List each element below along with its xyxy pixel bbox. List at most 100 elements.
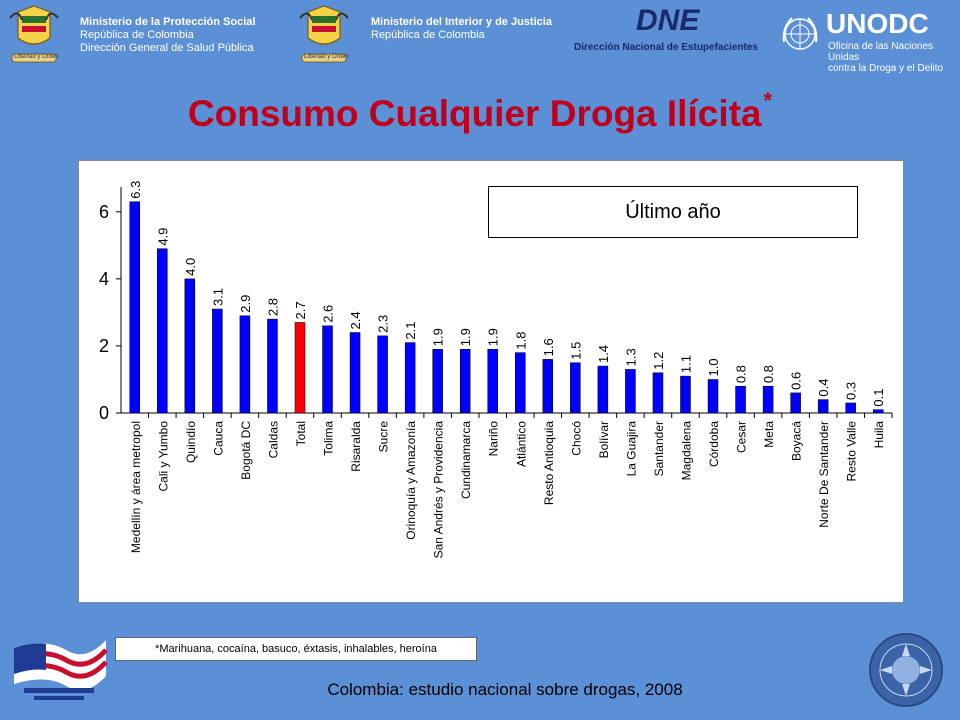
data-label: 2.8 [265,298,280,316]
data-label: 0.4 [816,379,831,397]
bar [294,322,306,414]
slide-title-text: Consumo Cualquier Droga Ilícita [187,93,762,134]
bar-chart: 0 2 4 6 6.3 Medellín y área metropol 4.9 Cali y… [99,181,893,559]
data-label: 2.7 [293,301,308,319]
footnote-text: *Marihuana, cocaína, basuco, éxtasis, in… [155,643,437,655]
bar [680,375,691,414]
bar [267,318,278,414]
category-label: Atlántico [514,421,528,467]
chart-legend: Último año [488,186,858,238]
bar [432,349,443,414]
data-label: 0.3 [844,382,859,400]
bar [349,332,361,414]
data-label: 4.0 [183,258,198,276]
data-label: 2.9 [238,295,253,313]
data-label: 1.1 [678,355,693,373]
category-label: Cauca [211,421,225,456]
category-label: Orinoquía y Amazonía [404,421,418,540]
category-label: Nariño [487,421,501,457]
category-label: Bolívar [597,421,611,458]
y-tick-label: 6 [99,202,109,222]
category-label: Córdoba [707,421,721,467]
unodc-subtitle-line2: contra la Droga y el Delito [828,63,944,74]
dne-logo-text: DNE [636,4,700,37]
category-label: Magdalena [679,421,693,481]
bar [817,399,829,414]
bar [570,362,581,414]
data-label: 1.4 [596,345,611,363]
slide-title: Consumo Cualquier Droga Ilícita* [0,88,960,135]
category-label: Bogotá DC [239,421,253,480]
category-label: Chocó [569,421,583,456]
category-label: Caldas [266,421,280,458]
republic-label-left: República de Colombia [80,29,194,41]
unodc-subtitle: Oficina de las Naciones Unidas contra la… [828,41,960,74]
seal-caption-center: Libertad y Orden [304,54,349,60]
source-caption: Colombia: estudio nacional sobre drogas,… [327,680,683,699]
ministry-interior-name: Ministerio del Interior y de Justicia [371,16,552,28]
category-label: Total [294,421,308,446]
ministry-protection-name: Ministerio de la Protección Social [80,16,256,28]
legend-label: Último año [625,200,721,223]
republic-label-center: República de Colombia [371,29,485,41]
category-label: Tolima [322,421,336,456]
y-tick-label: 0 [99,403,109,423]
category-label: Cesar [735,421,749,453]
bar [129,201,141,414]
data-label: 1.6 [541,338,556,356]
data-label: 0.1 [871,389,886,407]
bar [487,349,498,414]
data-label: 1.8 [513,332,528,350]
category-label: Risaralda [349,421,363,472]
data-label: 0.8 [761,365,776,383]
data-label: 2.3 [376,315,391,333]
dne-logo: DNE Dirección Nacional de Estupefaciente… [574,4,770,56]
oas-seal-icon [869,633,943,707]
bar [239,315,251,414]
bar [872,409,884,414]
data-label: 4.9 [155,228,170,246]
data-label: 1.9 [486,328,501,346]
data-label: 1.3 [623,348,638,366]
un-emblem-icon [782,17,818,50]
category-label: Huila [872,421,886,449]
bar [735,385,746,414]
category-label: San Andrés y Providencia [432,421,446,559]
category-label: Medellín y área metropol [129,421,143,553]
data-label: 1.9 [458,328,473,346]
data-label: 1.9 [431,328,446,346]
bar [184,278,196,414]
footnote-box: *Marihuana, cocaína, basuco, éxtasis, in… [115,637,477,661]
bar [762,385,774,414]
data-label: 3.1 [210,288,225,306]
category-label: Santander [652,421,666,476]
us-embassy-flag-icon [13,640,108,700]
data-label: 2.1 [403,321,418,339]
data-label: 0.6 [789,372,804,390]
unodc-subtitle-line1: Oficina de las Naciones Unidas [828,41,934,63]
y-tick-label: 2 [99,336,109,356]
colombia-seal-icon [9,5,59,63]
bar [597,365,609,414]
bar [515,352,526,414]
bar [157,248,168,414]
bar [845,402,856,414]
bar [322,325,333,414]
bar [377,335,388,414]
category-label: Norte De Santander [817,421,831,528]
category-label: Meta [762,421,776,448]
title-asterisk: * [763,88,773,113]
data-label: 2.6 [321,305,336,323]
category-label: Sucre [377,421,391,453]
header-center-text: Ministerio del Interior y de Justicia Re… [371,16,552,42]
health-directorate-label: Dirección General de Salud Pública [80,42,254,54]
category-label: Cali y Yumbo [156,421,170,492]
bar [542,359,554,414]
data-label: 1.0 [706,358,721,376]
bar [459,349,471,414]
y-tick-label: 4 [99,269,109,289]
category-label: Boyacá [790,421,804,461]
seal-caption-left: Libertad y Orden [14,54,59,60]
category-label: Resto Valle [845,421,859,482]
data-label: 0.8 [734,365,749,383]
